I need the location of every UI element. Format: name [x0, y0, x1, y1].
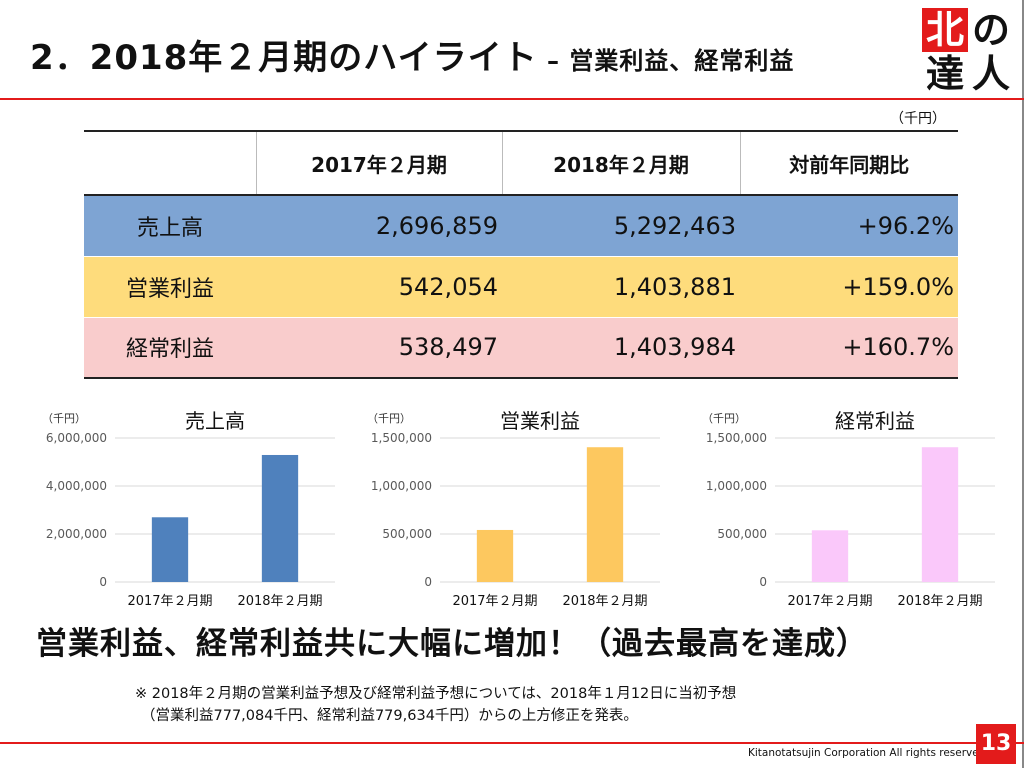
logo-char-1: 北: [922, 8, 968, 52]
footnote-line-1: ※ 2018年２月期の営業利益予想及び経常利益予想については、2018年１月12…: [135, 686, 737, 702]
row-label: 売上高: [84, 194, 256, 257]
footnote: ※ 2018年２月期の営業利益予想及び経常利益予想については、2018年１月12…: [135, 683, 736, 727]
chart-svg: 売上高 （千円） 0 2,000,000 4,000,000 6,000,000 2017年…: [42, 409, 335, 609]
cell-2018: 1,403,881: [502, 255, 740, 318]
y-tick-label: 1,000,000: [706, 479, 767, 493]
bar: [261, 454, 299, 582]
chart-sales: 売上高 （千円） 0 2,000,000 4,000,000 6,000,000 2017年…: [20, 402, 350, 617]
bar: [151, 517, 189, 582]
cell-2017: 542,054: [256, 255, 502, 318]
x-tick-label: 2017年２月期: [452, 594, 537, 609]
chart-unit-label: （千円）: [367, 412, 411, 425]
footnote-line-2: （営業利益777,084千円、経常利益779,634千円）からの上方修正を発表。: [141, 708, 638, 724]
title-main: 2．2018年２月期のハイライト: [30, 38, 538, 78]
chart-unit-label: （千円）: [702, 412, 746, 425]
table-unit-label: （千円）: [890, 111, 946, 127]
cell-2018: 1,403,984: [502, 316, 740, 379]
y-tick-label: 0: [759, 575, 767, 589]
chart-operating-income: 営業利益 （千円） 0 500,000 1,000,000 1,500,000 2017年２…: [345, 402, 675, 617]
table-row: 営業利益 542,054 1,403,881 +159.0%: [84, 255, 958, 318]
table-header-yoy: 対前年同期比: [739, 130, 958, 196]
y-tick-label: 500,000: [717, 527, 767, 541]
y-tick-label: 2,000,000: [46, 527, 107, 541]
cell-2017: 538,497: [256, 316, 502, 379]
table-header-2018: 2018年２月期: [501, 130, 740, 196]
x-tick-label: 2017年２月期: [787, 594, 872, 609]
bar: [921, 447, 959, 582]
x-tick-label: 2018年２月期: [897, 594, 982, 609]
page-title: 2．2018年２月期のハイライト – 営業利益、経常利益: [30, 30, 794, 79]
summary-table: 2017年２月期 2018年２月期 対前年同期比 売上高 2,696,859 5…: [84, 130, 958, 379]
bar: [476, 529, 514, 582]
y-tick-label: 0: [99, 575, 107, 589]
table-header-2017: 2017年２月期: [255, 130, 502, 196]
y-tick-label: 1,500,000: [706, 431, 767, 445]
row-label: 営業利益: [84, 255, 256, 318]
logo-char-4: 人: [971, 52, 1010, 96]
cell-yoy: +96.2%: [740, 194, 958, 257]
cell-yoy: +159.0%: [740, 255, 958, 318]
bar: [811, 530, 849, 582]
row-label: 経常利益: [84, 316, 256, 379]
chart-unit-label: （千円）: [42, 412, 86, 425]
headline: 営業利益、経常利益共に大幅に増加！（過去最高を達成）: [36, 626, 868, 662]
table-row: 経常利益 538,497 1,403,984 +160.7%: [84, 316, 958, 379]
y-tick-label: 500,000: [382, 527, 432, 541]
table-header-blank: [84, 130, 256, 196]
title-rule: [0, 98, 1024, 100]
cell-yoy: +160.7%: [740, 316, 958, 379]
title-sub: – 営業利益、経常利益: [537, 47, 795, 75]
x-tick-label: 2018年２月期: [237, 594, 322, 609]
chart-svg: 営業利益 （千円） 0 500,000 1,000,000 1,500,000 2017年２…: [367, 409, 660, 609]
y-tick-label: 6,000,000: [46, 431, 107, 445]
chart-svg: 経常利益 （千円） 0 500,000 1,000,000 1,500,000 2017年２…: [702, 409, 995, 609]
cell-2017: 2,696,859: [256, 194, 502, 257]
y-tick-label: 0: [424, 575, 432, 589]
table-row: 売上高 2,696,859 5,292,463 +96.2%: [84, 194, 958, 257]
page-number: 13: [976, 724, 1016, 764]
bar: [586, 447, 624, 582]
copyright: Kitanotatsujin Corporation All rights re…: [748, 747, 986, 759]
y-tick-label: 4,000,000: [46, 479, 107, 493]
y-tick-label: 1,500,000: [371, 431, 432, 445]
table-header-row: 2017年２月期 2018年２月期 対前年同期比: [84, 130, 958, 196]
chart-title: 売上高: [185, 409, 245, 433]
chart-title: 営業利益: [500, 409, 580, 433]
x-tick-label: 2017年２月期: [127, 594, 212, 609]
company-logo: 北 の 達 人: [920, 6, 1016, 96]
logo-char-3: 達: [925, 52, 964, 96]
chart-title: 経常利益: [835, 409, 915, 433]
y-tick-label: 1,000,000: [371, 479, 432, 493]
logo-char-2: の: [971, 8, 1010, 52]
cell-2018: 5,292,463: [502, 194, 740, 257]
x-tick-label: 2018年２月期: [562, 594, 647, 609]
chart-ordinary-income: 経常利益 （千円） 0 500,000 1,000,000 1,500,000 2017年２…: [680, 402, 1010, 617]
footer-rule: [0, 742, 1024, 744]
